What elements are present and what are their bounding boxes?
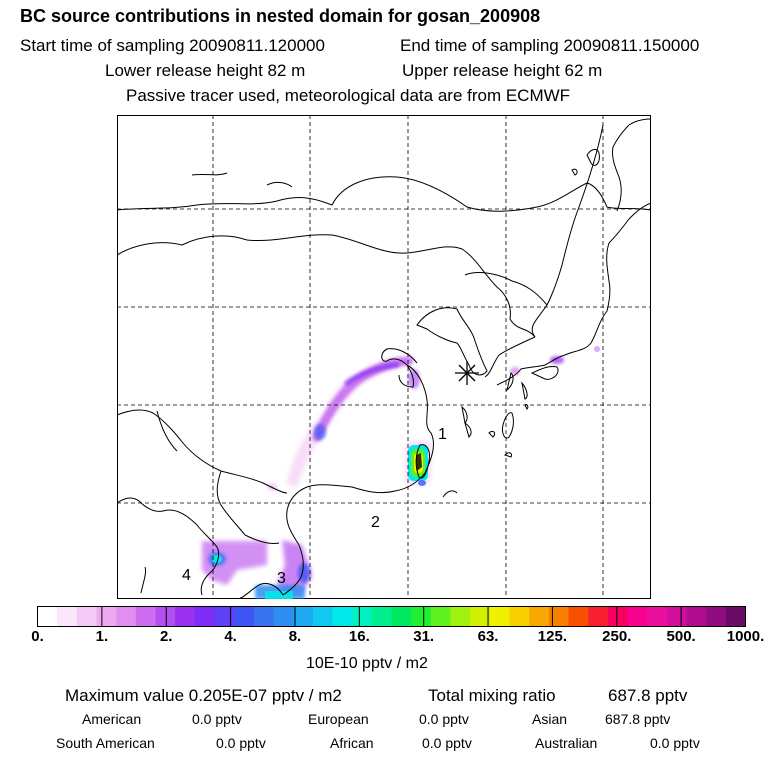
color-scale-cell [135, 606, 156, 627]
color-scale-cell [666, 606, 687, 627]
color-scale-cell [686, 606, 707, 627]
color-scale-cell [470, 606, 491, 627]
region-european-value: 0.0 pptv [419, 711, 469, 727]
color-scale-cell [293, 606, 314, 627]
coastlines [117, 115, 651, 599]
color-scale-cell [450, 606, 471, 627]
color-scale-cell [706, 606, 727, 627]
color-scale-cell [430, 606, 451, 627]
color-scale-cell [116, 606, 137, 627]
region-asian-label: Asian [532, 711, 568, 727]
color-scale-cell [214, 606, 235, 627]
color-scale-cell [155, 606, 176, 627]
color-scale-tick-label: 1000. [726, 628, 765, 645]
region-african-label: African [330, 735, 374, 751]
region-label-2: 2 [371, 514, 380, 531]
total-mixing-ratio-value: 687.8 pptv [608, 686, 688, 705]
color-scale-cell [371, 606, 392, 627]
color-scale-tick-label: 0. [31, 628, 44, 645]
region-asian-value: 687.8 pptv [605, 711, 671, 727]
color-scale-unit: 10E-10 pptv / m2 [306, 655, 428, 672]
color-scale-cell [234, 606, 255, 627]
start-time-label: Start time of sampling 20090811.120000 [20, 36, 325, 55]
color-scale-cell [76, 606, 97, 627]
color-scale-cell [273, 606, 294, 627]
region-label-4: 4 [182, 567, 191, 584]
map-grid [117, 115, 651, 599]
color-scale-tick-label: 4. [224, 628, 237, 645]
region-african-value: 0.0 pptv [422, 735, 472, 751]
color-scale-cell [96, 606, 117, 627]
maximum-value: Maximum value 0.205E-07 pptv / m2 [65, 686, 342, 705]
color-scale-cell [725, 606, 746, 627]
region-australian-value: 0.0 pptv [650, 735, 700, 751]
map-frame [117, 115, 651, 599]
color-scale-cell [253, 606, 274, 627]
color-scale-cell [194, 606, 215, 627]
color-scale-cell [607, 606, 628, 627]
color-scale-cell [411, 606, 432, 627]
region-american-value: 0.0 pptv [192, 711, 242, 727]
color-scale-tick-label: 1. [95, 628, 109, 645]
color-scale-cell [57, 606, 78, 627]
lower-height-label: Lower release height 82 m [105, 61, 306, 80]
color-scale-tick-label: 125. [537, 628, 568, 645]
region-australian-label: Australian [535, 735, 598, 751]
color-scale-tick-label: 2. [159, 628, 173, 645]
region-american-label: American [82, 711, 142, 727]
color-scale-tick-label: 16. [348, 628, 370, 645]
color-scale-cell [647, 606, 668, 627]
color-scale-cell [312, 606, 333, 627]
color-scale-cell [332, 606, 353, 627]
color-scale-cell [588, 606, 609, 627]
color-scale-tick-label: 63. [477, 628, 499, 645]
total-mixing-ratio-label: Total mixing ratio [428, 686, 556, 705]
color-scale-tick-label: 500. [666, 628, 696, 645]
color-scale-cell [391, 606, 412, 627]
color-scale-cell [175, 606, 196, 627]
region-label-3: 3 [277, 570, 286, 587]
color-scale-tick-label: 31. [413, 628, 435, 645]
color-scale-cell [37, 606, 58, 627]
color-scale-cell [627, 606, 648, 627]
upper-height-label: Upper release height 62 m [402, 61, 603, 80]
region-european-label: European [308, 711, 369, 727]
end-time-label: End time of sampling 20090811.150000 [400, 36, 700, 55]
region-south-american-label: South American [56, 735, 155, 751]
color-scale-cell [529, 606, 550, 627]
map-panel: 1 2 3 4 [117, 115, 651, 599]
color-scale-bar [37, 606, 746, 627]
color-scale-cell [509, 606, 530, 627]
color-scale-cell [352, 606, 373, 627]
color-scale-cell [489, 606, 510, 627]
star-icon [455, 361, 479, 385]
tracer-note: Passive tracer used, meteorological data… [126, 86, 571, 105]
color-scale-tick-label: 8. [288, 628, 302, 645]
color-scale-cell [568, 606, 589, 627]
page-title: BC source contributions in nested domain… [20, 6, 541, 26]
region-south-american-value: 0.0 pptv [216, 735, 266, 751]
color-scale-cell [548, 606, 569, 627]
region-label-1: 1 [438, 426, 447, 443]
color-scale-tick-label: 250. [602, 628, 632, 645]
